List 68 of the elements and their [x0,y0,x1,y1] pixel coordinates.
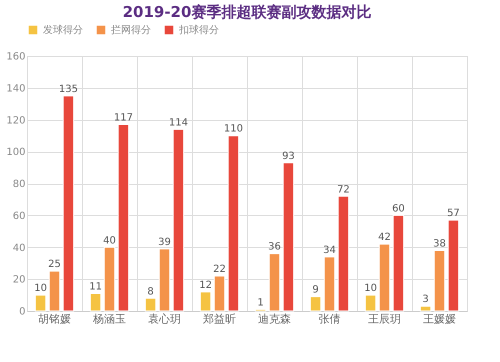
bar [200,291,212,312]
bar [434,250,446,312]
x-tick-label: 袁心玥 [148,312,181,326]
y-tick-label: 0 [19,306,26,318]
data-label: 9 [312,284,319,296]
data-label: 3 [422,294,429,306]
data-label: 11 [89,281,102,292]
bar [214,275,226,312]
data-label: 25 [48,259,61,270]
bar [62,95,74,312]
data-label: 38 [433,238,446,250]
data-label: 117 [114,112,133,124]
data-label: 42 [378,232,391,244]
bar [228,135,240,312]
x-tick-label: 胡铭媛 [38,312,71,326]
x-tick-label: 迪克森 [258,312,291,326]
bar [448,220,460,312]
data-label: 10 [364,283,377,294]
y-tick-label: 100 [6,147,26,158]
y-tick-label: 40 [12,242,26,254]
bar [104,246,116,312]
bar [34,294,46,312]
chart-title: 2019-20赛季排超联赛副攻数据对比 [122,3,372,21]
legend-label: 拦网得分 [111,24,151,36]
bar [118,124,130,312]
legend-label: 发球得分 [43,24,83,36]
x-tick-label: 郑益昕 [203,312,236,326]
bar [392,214,404,312]
bar [172,128,184,312]
data-label: 10 [34,283,47,294]
data-label: 60 [392,203,405,214]
y-tick-label: 80 [12,179,26,190]
bar [378,244,390,312]
data-label: 12 [199,280,212,291]
data-label: 114 [168,117,188,128]
y-tick-label: 140 [6,83,26,94]
data-label: 34 [323,244,336,256]
data-label: 39 [158,236,171,248]
bar [420,306,432,312]
bar [48,270,60,312]
data-label: 1 [257,297,264,308]
y-tick-label: 160 [6,52,26,62]
x-tick-label: 张倩 [318,312,340,326]
bar [268,253,280,312]
bar [144,298,156,312]
bar [282,162,294,312]
data-label: 57 [447,208,460,220]
data-label: 22 [213,264,226,275]
x-tick-label: 王媛媛 [423,312,456,326]
y-tick-label: 60 [12,210,26,222]
x-tick-label: 杨涵玉 [92,312,126,326]
bar [338,196,350,312]
bar [324,256,336,312]
bar [158,248,170,312]
data-label: 72 [337,184,350,196]
data-label: 135 [58,84,78,95]
y-tick-label: 20 [12,274,26,286]
data-label: 93 [282,150,295,162]
data-label: 40 [103,235,116,246]
legend-label: 扣球得分 [178,24,219,36]
data-label: 110 [224,124,243,135]
data-label: 8 [147,286,154,298]
bar [364,294,376,312]
y-tick-label: 120 [6,115,26,126]
bar [90,292,102,312]
data-label: 36 [268,242,281,253]
x-tick-label: 王辰玥 [368,312,401,326]
bar [310,296,322,312]
